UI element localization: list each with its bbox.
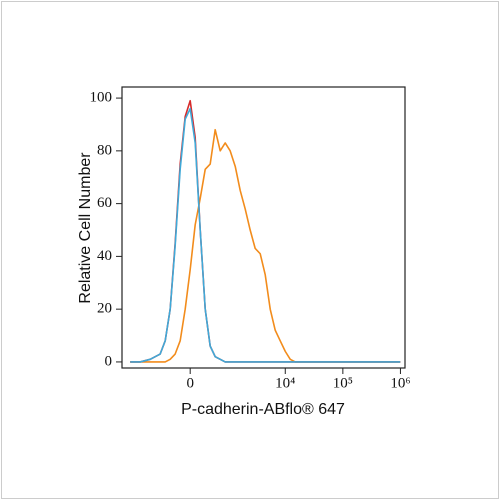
x-tick-label: 10⁴: [275, 375, 295, 391]
y-tick-label: 40: [97, 248, 112, 264]
histogram-line: [130, 107, 401, 363]
y-tick-label: 60: [97, 195, 112, 211]
plot-area: [121, 86, 406, 369]
y-tick-label: 80: [97, 142, 112, 158]
x-axis-label: P-cadherin-ABflo® 647: [181, 401, 345, 418]
y-tick-label: 100: [90, 90, 113, 106]
y-axis-label: Relative Cell Number: [77, 152, 94, 304]
y-tick-label: 0: [105, 353, 113, 369]
x-tick-label: 10⁵: [333, 375, 353, 391]
y-tick-label: 20: [97, 301, 112, 317]
x-tick-label: 0: [186, 375, 194, 391]
x-tick-label: 10⁶: [390, 375, 410, 391]
